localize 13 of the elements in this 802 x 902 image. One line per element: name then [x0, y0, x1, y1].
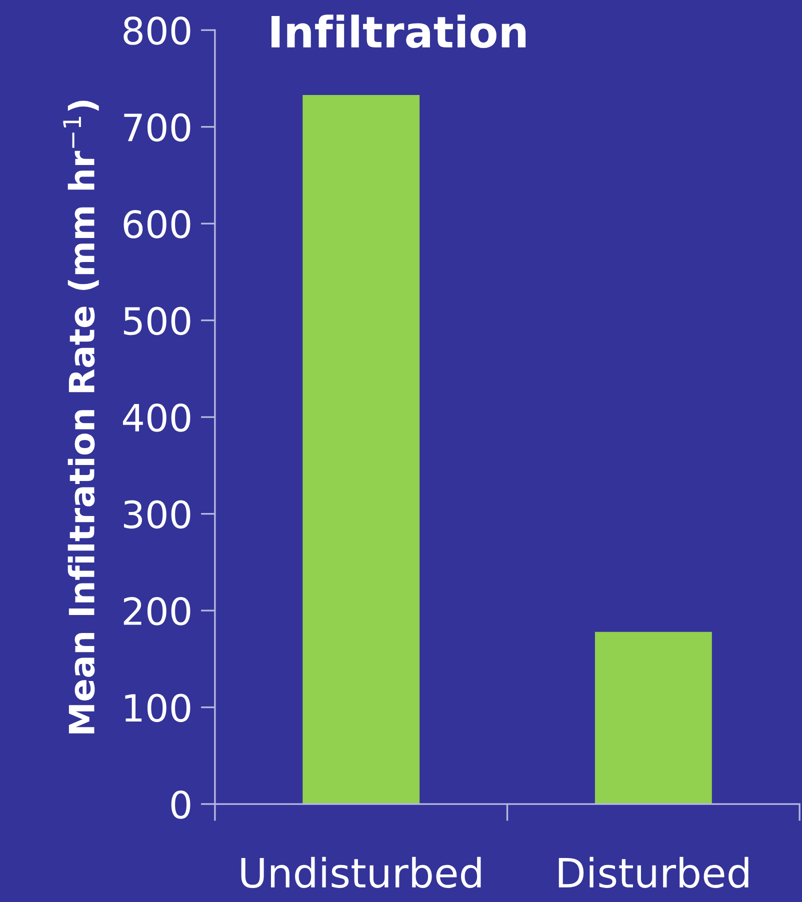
x-tick-label: Undisturbed — [241, 856, 481, 888]
y-tick-label: 100 — [125, 694, 190, 722]
y-tick-label: 0 — [171, 790, 190, 819]
y-tick-label: 400 — [122, 404, 190, 432]
y-tick-label: 800 — [124, 16, 190, 45]
y-tick-label: 700 — [124, 113, 190, 142]
y-tick-label: 200 — [124, 596, 190, 626]
y-tick-label: 300 — [124, 500, 190, 529]
x-tick-label: Disturbed — [558, 856, 748, 888]
y-tick-label: 500 — [124, 306, 190, 336]
y-axis-title: Mean Infiltration Rate (mm hr$^{−1}$) — [63, 100, 99, 734]
chart-title: Infiltration — [272, 14, 526, 48]
y-tick-label: 600 — [124, 210, 190, 238]
